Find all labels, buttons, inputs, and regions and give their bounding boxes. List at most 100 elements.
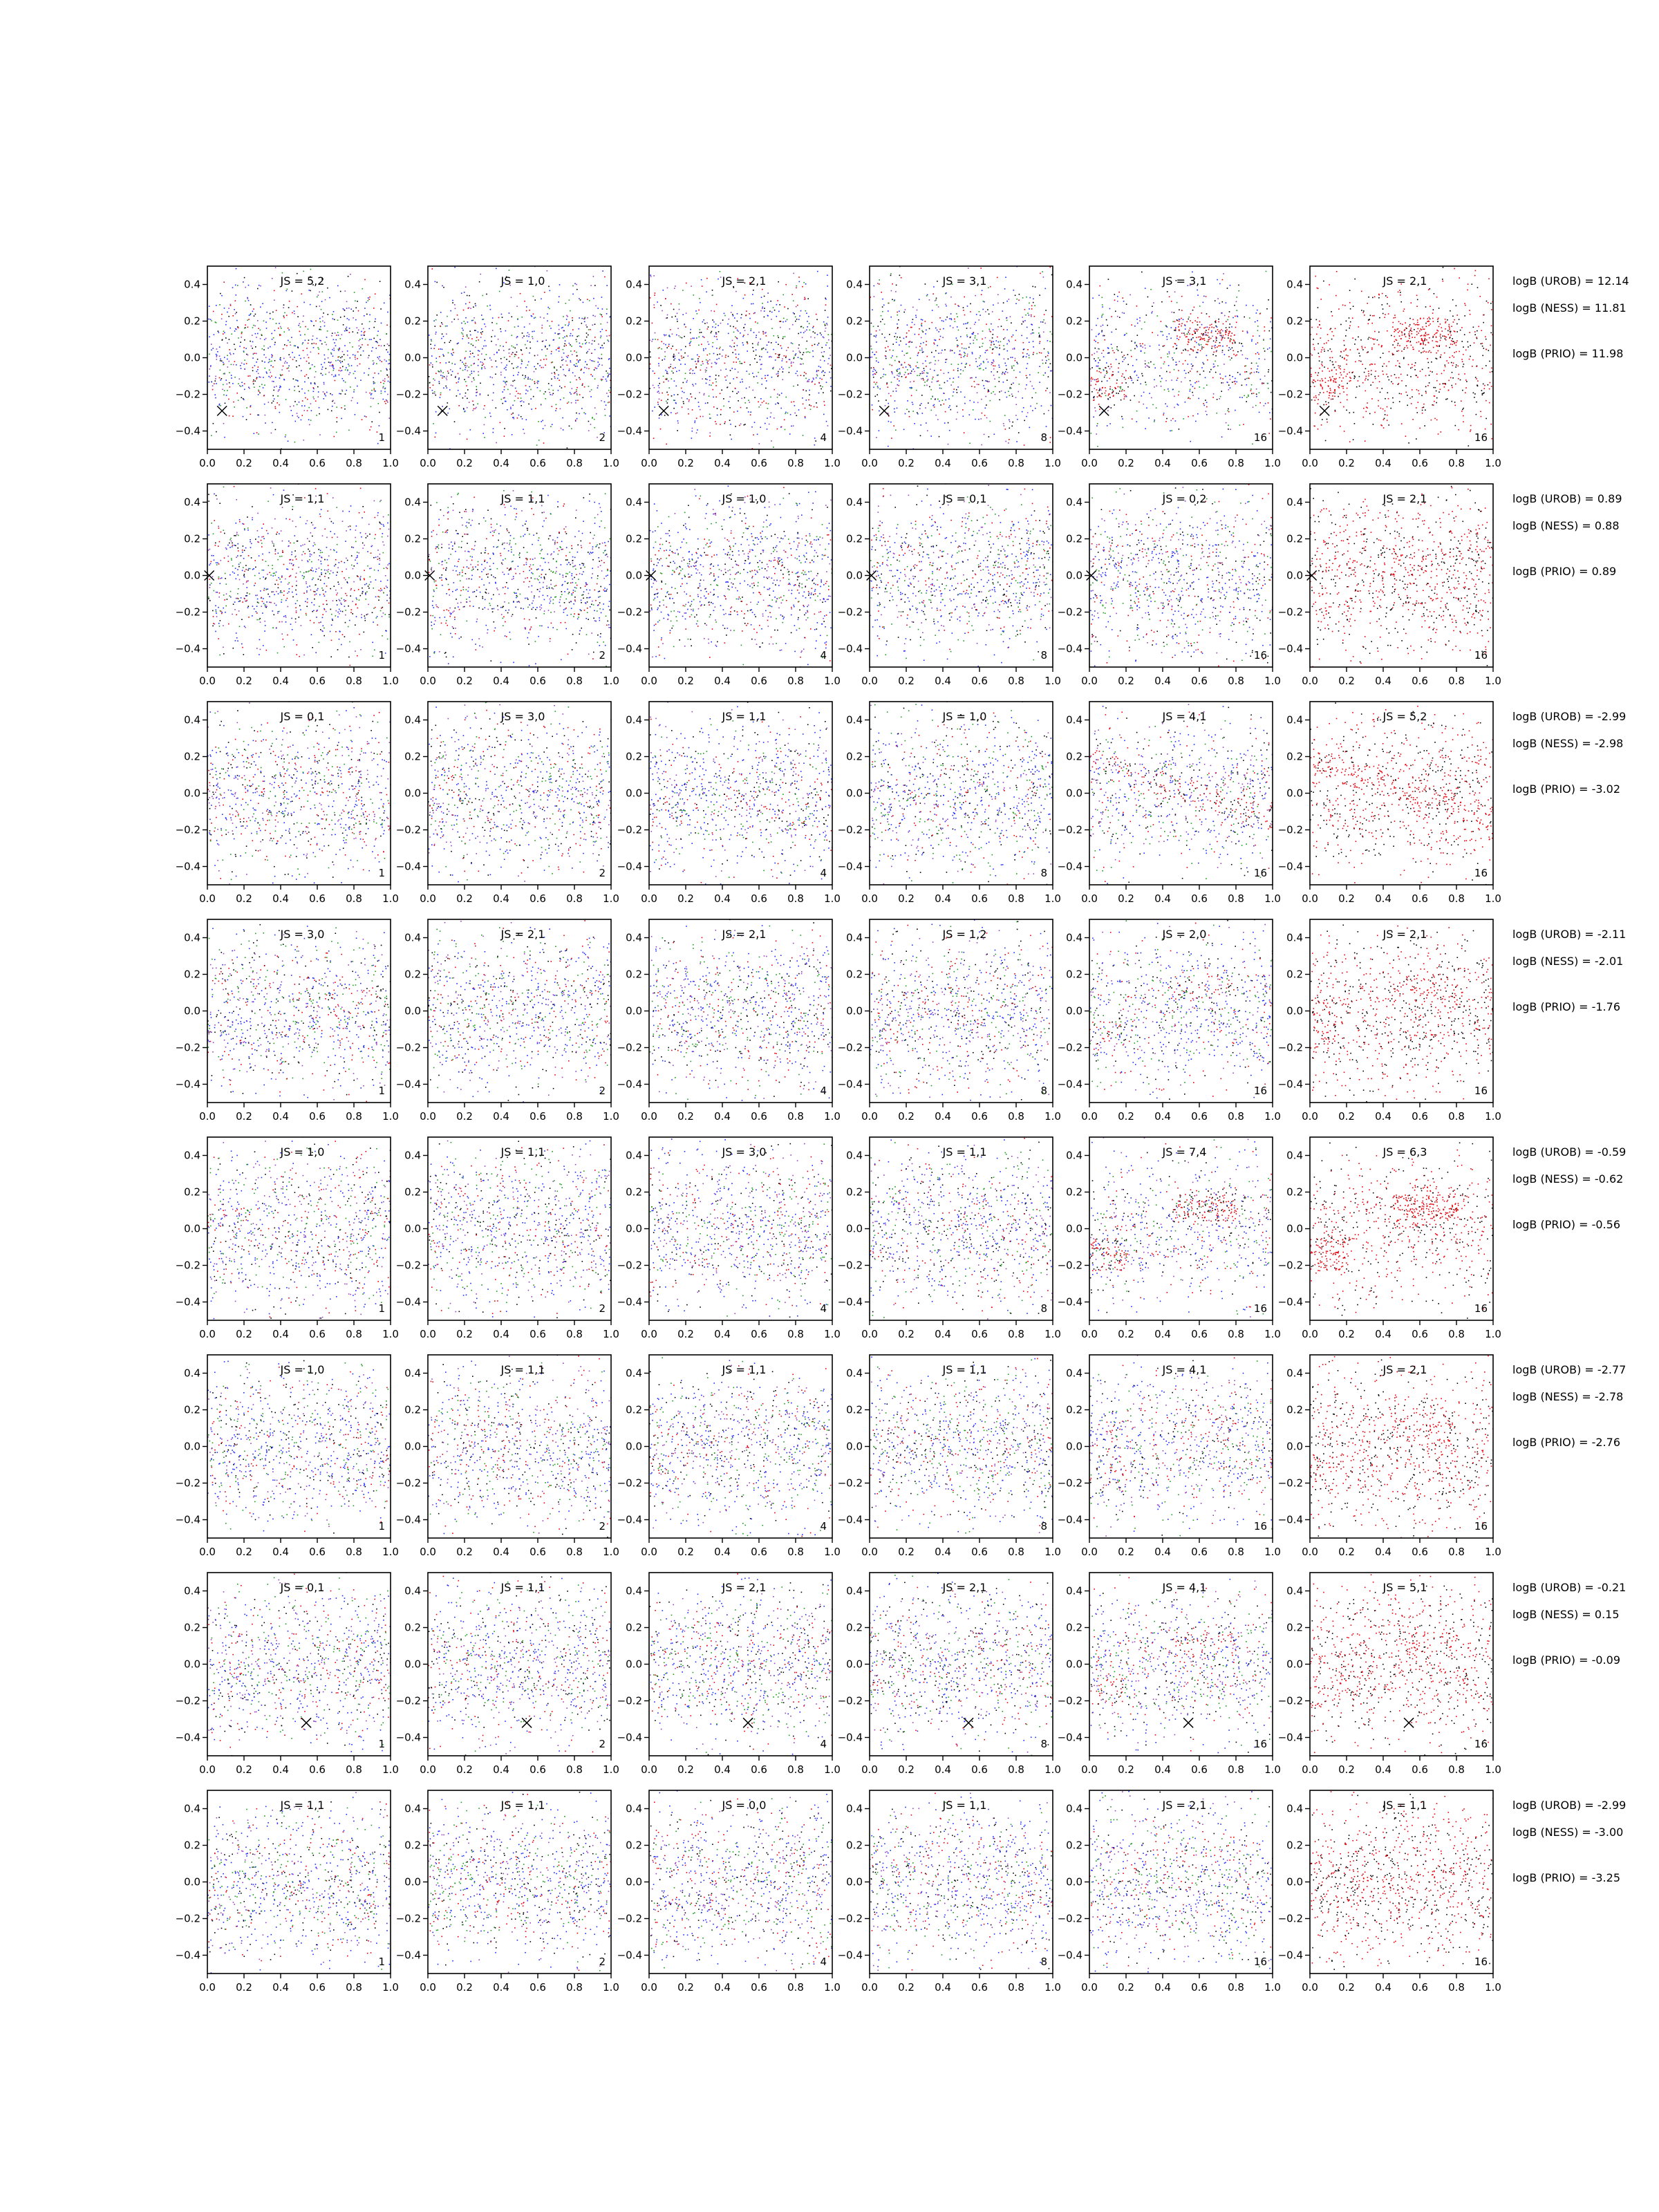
scatter-point [779, 321, 780, 322]
scatter-point [717, 354, 718, 355]
scatter-point [563, 397, 565, 399]
scatter-point [944, 349, 946, 350]
scatter-point [872, 351, 874, 353]
scatter-point [389, 294, 391, 296]
scatter-point [377, 373, 379, 375]
scatter-point [1214, 300, 1216, 301]
scatter-point [1246, 401, 1247, 402]
scatter-point [1246, 384, 1248, 386]
scatter-point [1149, 393, 1150, 394]
scatter-point [1023, 444, 1025, 446]
scatter-point [1222, 330, 1224, 332]
scatter-point [798, 344, 800, 346]
scatter-point [281, 328, 282, 329]
scatter-point [344, 345, 346, 346]
scatter-point [1165, 403, 1166, 404]
scatter-point [1022, 321, 1024, 323]
scatter-point [1050, 404, 1052, 406]
scatter-point [287, 440, 289, 442]
scatter-point [597, 308, 599, 309]
scatter-point [1179, 309, 1180, 310]
scatter-point [346, 367, 347, 368]
scatter-point [578, 328, 580, 330]
scatter-point [1249, 373, 1251, 375]
scatter-point [957, 386, 959, 388]
scatter-point [1000, 326, 1002, 327]
scatter-point [1257, 342, 1259, 344]
scatter-point [253, 324, 254, 326]
scatter-point [1103, 356, 1105, 357]
scatter-point [788, 366, 790, 368]
scatter-point [505, 366, 507, 368]
scatter-point [931, 321, 932, 324]
scatter-point [541, 332, 543, 334]
scatter-point [558, 374, 559, 376]
scatter-point [824, 372, 826, 373]
scatter-point [669, 336, 671, 337]
scatter-point [248, 315, 250, 316]
scatter-point [969, 343, 971, 344]
scatter-point [1090, 378, 1092, 379]
scatter-point [280, 386, 281, 388]
scatter-point [221, 318, 223, 320]
scatter-point [378, 425, 380, 427]
scatter-point [1370, 373, 1372, 375]
scatter-point [816, 371, 818, 373]
scatter-point [722, 319, 724, 321]
scatter-point [922, 377, 924, 379]
scatter-point [1117, 296, 1118, 297]
scatter-point [933, 404, 935, 406]
scatter-point [1485, 338, 1487, 340]
scatter-point [1007, 358, 1009, 360]
scatter-point [1382, 353, 1384, 354]
scatter-point [1102, 306, 1103, 308]
scatter-point [712, 294, 713, 296]
scatter-point [705, 382, 707, 384]
scatter-point [1171, 311, 1173, 313]
scatter-point [894, 400, 896, 402]
scatter-point [823, 360, 825, 362]
scatter-point [564, 336, 565, 338]
scatter-point [709, 418, 711, 419]
scatter-point [775, 353, 776, 355]
scatter-point [208, 306, 210, 307]
scatter-point [247, 297, 248, 299]
scatter-point [1004, 415, 1006, 416]
scatter-point [452, 299, 453, 301]
scatter-point [570, 310, 571, 312]
scatter-point [1143, 403, 1144, 405]
scatter-point [1004, 288, 1006, 290]
scatter-point [1381, 424, 1382, 427]
scatter-point [712, 319, 713, 321]
scatter-point [1378, 294, 1380, 296]
scatter-point [872, 371, 874, 373]
scatter-point [1221, 312, 1223, 314]
scatter-point [532, 395, 534, 397]
scatter-point [571, 354, 573, 355]
scatter-point [1029, 381, 1031, 382]
scatter-point [577, 335, 578, 337]
scatter-point [768, 423, 770, 425]
scatter-point [809, 352, 811, 353]
scatter-point [475, 330, 476, 331]
scatter-point [769, 416, 771, 418]
scatter-point [292, 312, 293, 314]
scatter-point [824, 310, 826, 311]
scatter-point [682, 391, 683, 393]
scatter-point [1490, 332, 1492, 334]
scatter-point [504, 381, 506, 382]
scatter-point [806, 312, 807, 314]
scatter-point [732, 314, 733, 315]
scatter-point [657, 391, 658, 393]
scatter-point [693, 318, 694, 319]
scatter-point [699, 392, 700, 393]
scatter-point [772, 368, 774, 370]
scatter-point [779, 304, 780, 306]
scatter-point [435, 333, 436, 335]
scatter-point [982, 379, 984, 382]
scatter-point [1030, 314, 1032, 316]
scatter-point [215, 397, 216, 399]
scatter-point [1317, 403, 1319, 404]
scatter-point [884, 355, 886, 357]
scatter-point [452, 348, 453, 350]
